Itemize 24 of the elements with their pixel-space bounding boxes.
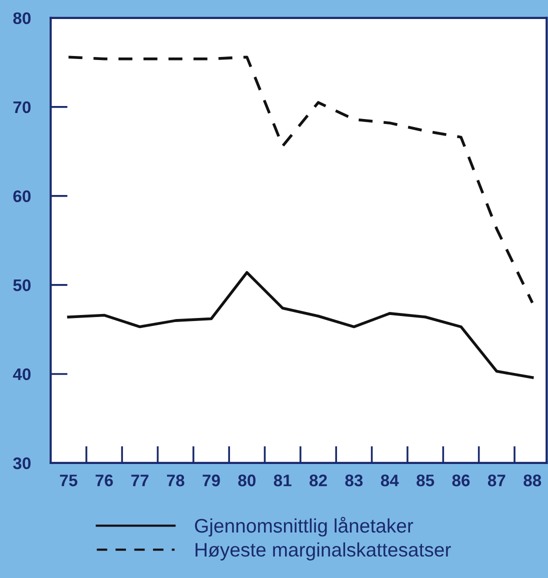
x-tick-label: 81 [274,474,292,486]
x-tick-label: 87 [488,474,506,486]
x-tick-label: 83 [345,474,363,486]
y-tick-label: 80 [13,12,31,24]
y-tick-label: 60 [13,190,31,202]
y-tick-label: 70 [13,101,31,114]
line-series [67,271,534,379]
x-tick-label: 79 [202,474,220,486]
y-tick-label: 40 [12,368,31,380]
x-tick-label: 86 [452,474,470,486]
legend-label: Gjennomsnittlig lånetaker [195,516,414,537]
line-series [67,56,534,304]
y-tick-label: 30 [13,457,31,470]
x-tick-label: 82 [310,474,327,486]
x-tick-label: 80 [238,474,256,486]
x-tick-label: 76 [96,474,113,486]
x-tick-label: 84 [380,474,399,486]
x-tick-label: 77 [131,474,148,486]
x-tick-label: 88 [524,474,542,486]
legend-label: Høyeste marginalskattesatser [196,542,451,560]
x-tick-label: 85 [416,474,434,486]
x-tick-label: 75 [60,474,78,486]
y-tick-label: 50 [13,279,31,292]
x-tick-label: 78 [167,474,184,486]
